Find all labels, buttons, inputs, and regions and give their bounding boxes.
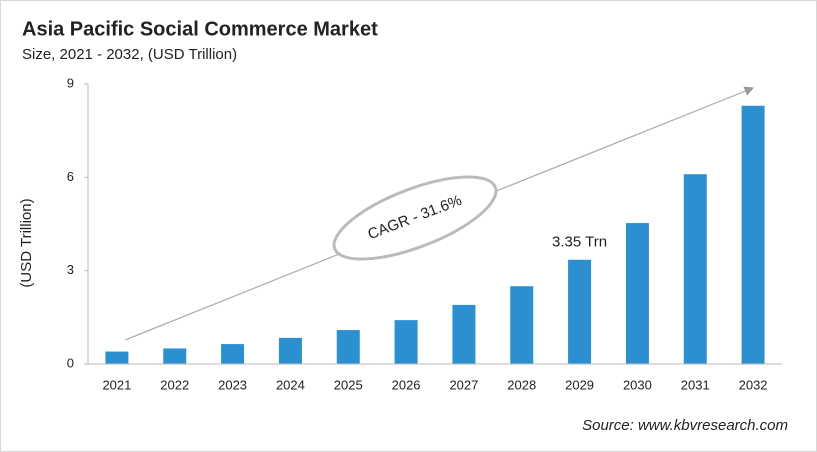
bar xyxy=(741,105,765,365)
x-tick-label: 2030 xyxy=(623,377,652,392)
x-tick-label: 2032 xyxy=(739,377,768,392)
x-tick-label: 2026 xyxy=(392,377,421,392)
bar xyxy=(510,286,534,364)
x-tick-label: 2022 xyxy=(160,377,189,392)
x-tick-label: 2027 xyxy=(449,377,478,392)
bar xyxy=(394,320,418,364)
bar xyxy=(625,223,649,364)
y-tick-label: 9 xyxy=(67,75,74,90)
bar xyxy=(336,330,360,364)
x-tick-label: 2021 xyxy=(102,377,131,392)
y-tick-label: 0 xyxy=(67,355,74,370)
y-tick-label: 6 xyxy=(67,169,74,184)
source: Source: www.kbvresearch.com xyxy=(582,417,788,434)
bar xyxy=(163,348,187,364)
bar xyxy=(452,304,476,364)
cagr-ellipse xyxy=(332,175,498,261)
value-label: 3.35 Trn xyxy=(552,234,607,251)
y-axis-label: (USD Trillion) xyxy=(18,198,35,287)
x-tick-label: 2023 xyxy=(218,377,247,392)
x-tick-label: 2029 xyxy=(565,377,594,392)
x-tick-label: 2025 xyxy=(334,377,363,392)
bar xyxy=(221,344,245,364)
bar xyxy=(683,174,707,364)
bar xyxy=(568,259,592,364)
x-tick-label: 2024 xyxy=(276,377,305,392)
bar xyxy=(278,337,302,364)
chart-subtitle: Size, 2021 - 2032, (USD Trillion) xyxy=(22,46,237,63)
chart-title: Asia Pacific Social Commerce Market xyxy=(22,18,378,40)
bar xyxy=(105,351,129,364)
x-tick-label: 2028 xyxy=(507,377,536,392)
bars xyxy=(105,105,765,365)
y-tick-label: 3 xyxy=(67,262,74,277)
x-tick-label: 2031 xyxy=(681,377,710,392)
